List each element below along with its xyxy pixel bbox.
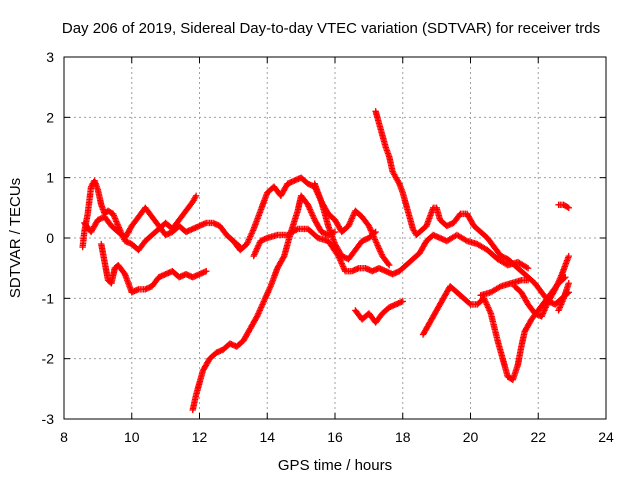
y-tick-label: 0 [46,230,54,246]
x-tick-label: 24 [598,429,614,445]
x-tick-label: 10 [124,429,140,445]
data-point [524,277,532,284]
data-point [386,261,393,269]
data-point [565,252,572,260]
series-arc-j [419,274,569,383]
y-axis-label: SDTVAR / TECUs [7,178,24,298]
y-tick-label: -1 [42,290,55,306]
chart-title: Day 206 of 2019, Sidereal Day-to-day VTE… [62,20,600,37]
series-arc-c [98,240,210,296]
y-tick-label: 1 [46,170,54,186]
y-tick-label: 2 [46,109,54,125]
x-axis-label: GPS time / hours [278,457,392,474]
series-arc-f [250,225,532,278]
data-point [371,229,378,237]
data-point [565,204,572,212]
series-arc-k [511,252,572,320]
x-tick-label: 14 [259,429,275,445]
data-point [293,226,300,234]
series-arc-n [555,280,572,314]
data-point [203,267,210,275]
data-point [496,283,503,291]
y-tick-label: -2 [42,351,55,367]
series-arc-b [81,204,244,251]
x-tick-label: 16 [327,429,343,445]
series-arc-g [311,180,379,263]
series-arc-m [555,201,572,212]
series-arc-l [477,277,532,299]
data-point [462,236,469,244]
x-tick-label: 8 [60,429,68,445]
x-tick-label: 22 [530,429,546,445]
data-point [565,280,572,287]
x-tick-label: 18 [395,429,411,445]
data-point [523,264,530,271]
data-point [564,203,571,211]
data-point [466,300,473,307]
data-point [372,228,379,236]
data-point [280,254,287,261]
grid [64,57,606,419]
series-arc-i [352,298,406,326]
y-tick-label: -3 [42,411,55,427]
x-tick-label: 20 [463,429,479,445]
series-arc-d [189,192,339,414]
data-point [385,260,392,268]
data-point [192,192,200,199]
data-point [551,287,558,294]
data-points [79,108,572,414]
y-tick-label: 3 [46,49,54,65]
data-point [524,264,532,272]
x-tick-label: 12 [192,429,208,445]
data-point [399,298,406,305]
plot-frame [63,56,607,420]
data-point [253,314,260,321]
